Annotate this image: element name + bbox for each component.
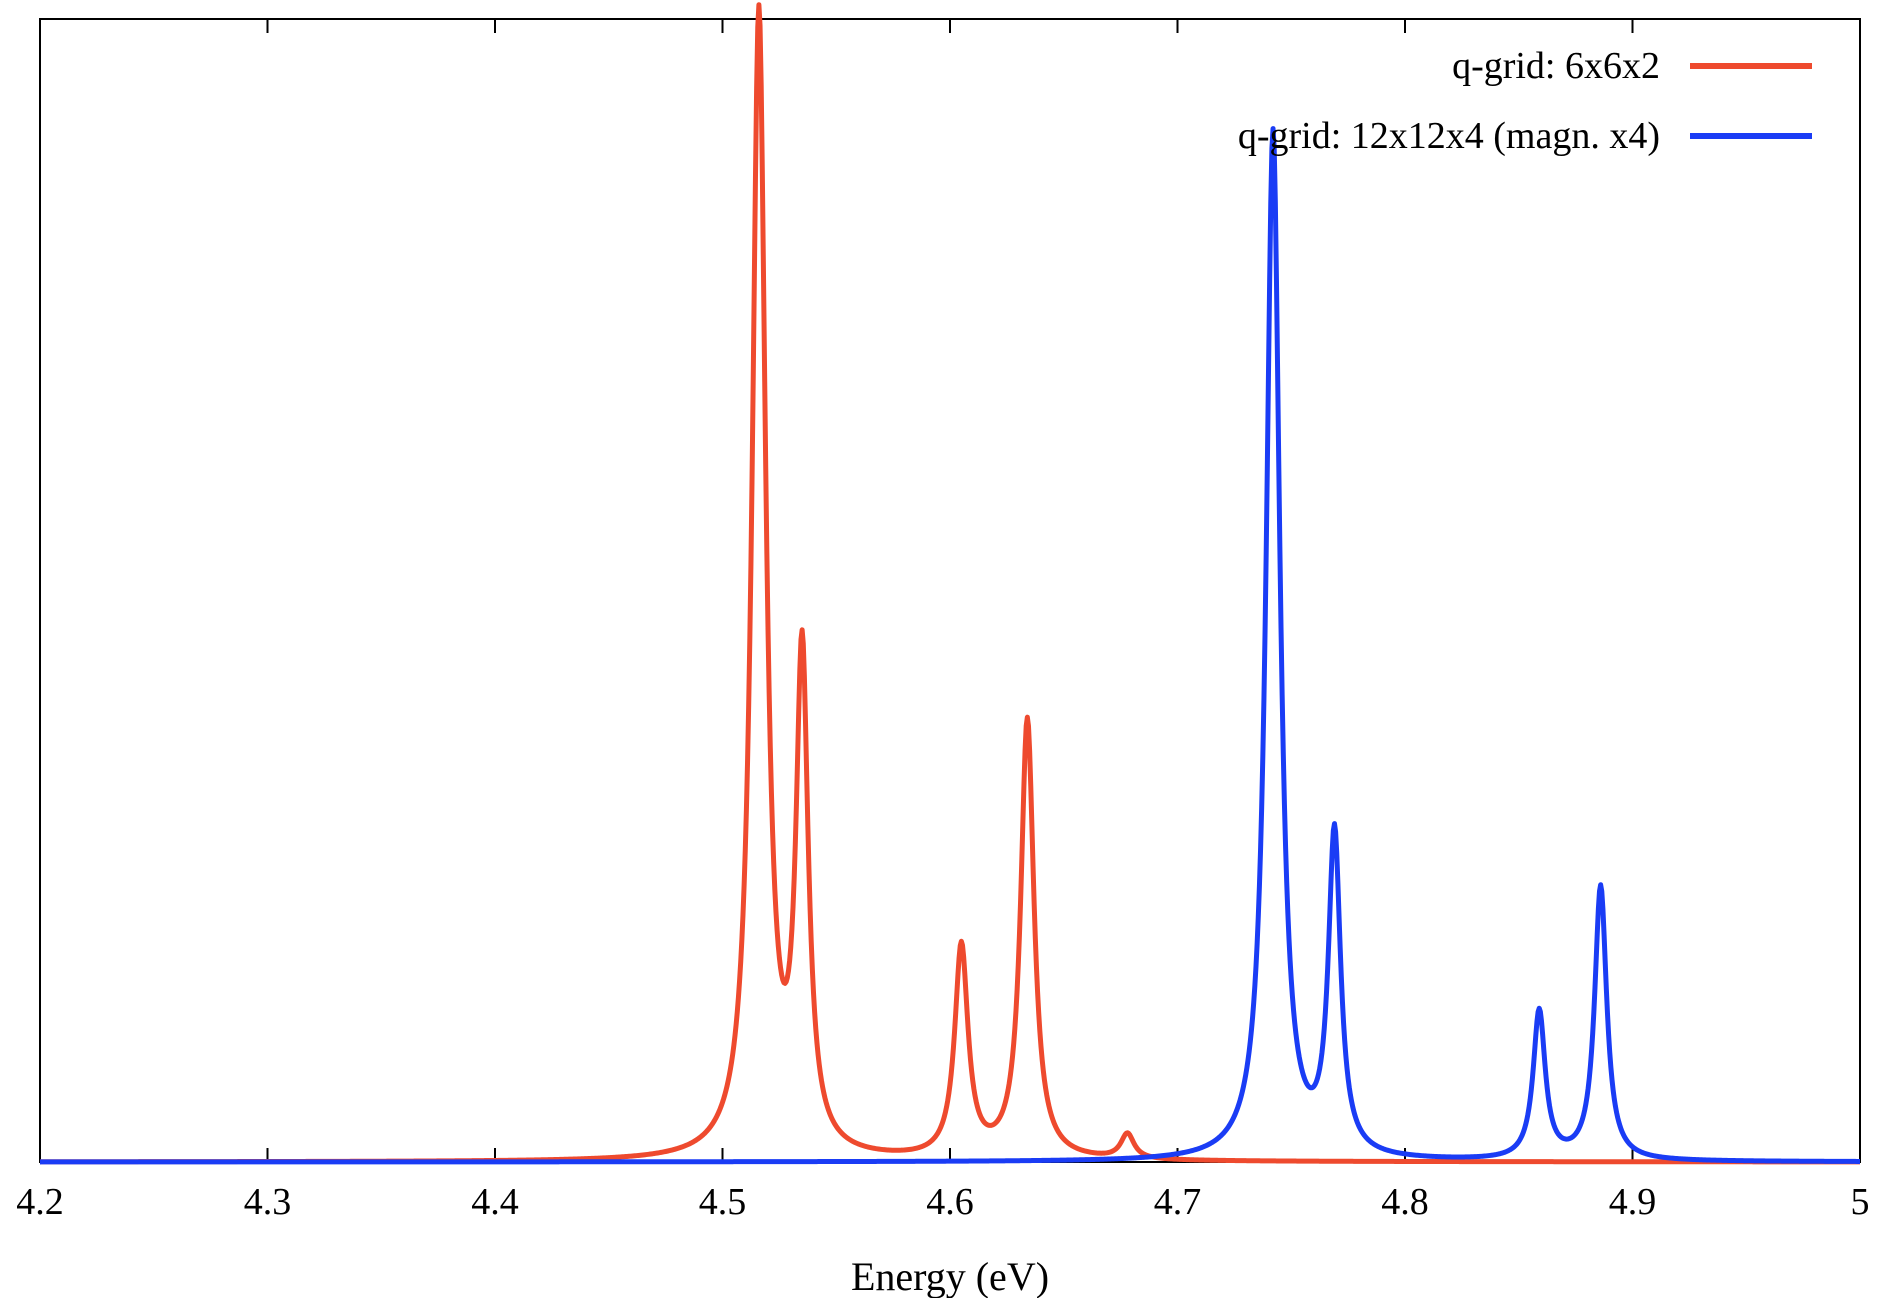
legend-label-1: q-grid: 6x6x2 xyxy=(1452,45,1660,87)
x-tick-labels: 4.2 4.3 4.4 4.5 4.6 4.7 4.8 4.9 5 xyxy=(16,1181,1869,1223)
series-line-1 xyxy=(38,2,1862,1165)
x-tick-label: 4.3 xyxy=(244,1181,292,1223)
x-tick-label: 5 xyxy=(1851,1181,1870,1223)
x-tick-label: 4.5 xyxy=(699,1181,747,1223)
series-line-2 xyxy=(38,126,1862,1165)
legend: q-grid: 6x6x2 q-grid: 12x12x4 (magn. x4) xyxy=(1238,45,1812,157)
x-tick-label: 4.7 xyxy=(1154,1181,1202,1223)
legend-label-2: q-grid: 12x12x4 (magn. x4) xyxy=(1238,115,1660,157)
x-tick-label: 4.8 xyxy=(1381,1181,1429,1223)
series-layer xyxy=(38,2,1862,1165)
x-axis-title: Energy (eV) xyxy=(851,1254,1049,1298)
plot-frame xyxy=(39,18,1861,1163)
x-tick-label: 4.9 xyxy=(1609,1181,1657,1223)
x-ticks xyxy=(39,19,1861,1162)
x-tick-label: 4.2 xyxy=(16,1181,64,1223)
x-tick-label: 4.4 xyxy=(471,1181,519,1223)
x-tick-label: 4.6 xyxy=(926,1181,974,1223)
